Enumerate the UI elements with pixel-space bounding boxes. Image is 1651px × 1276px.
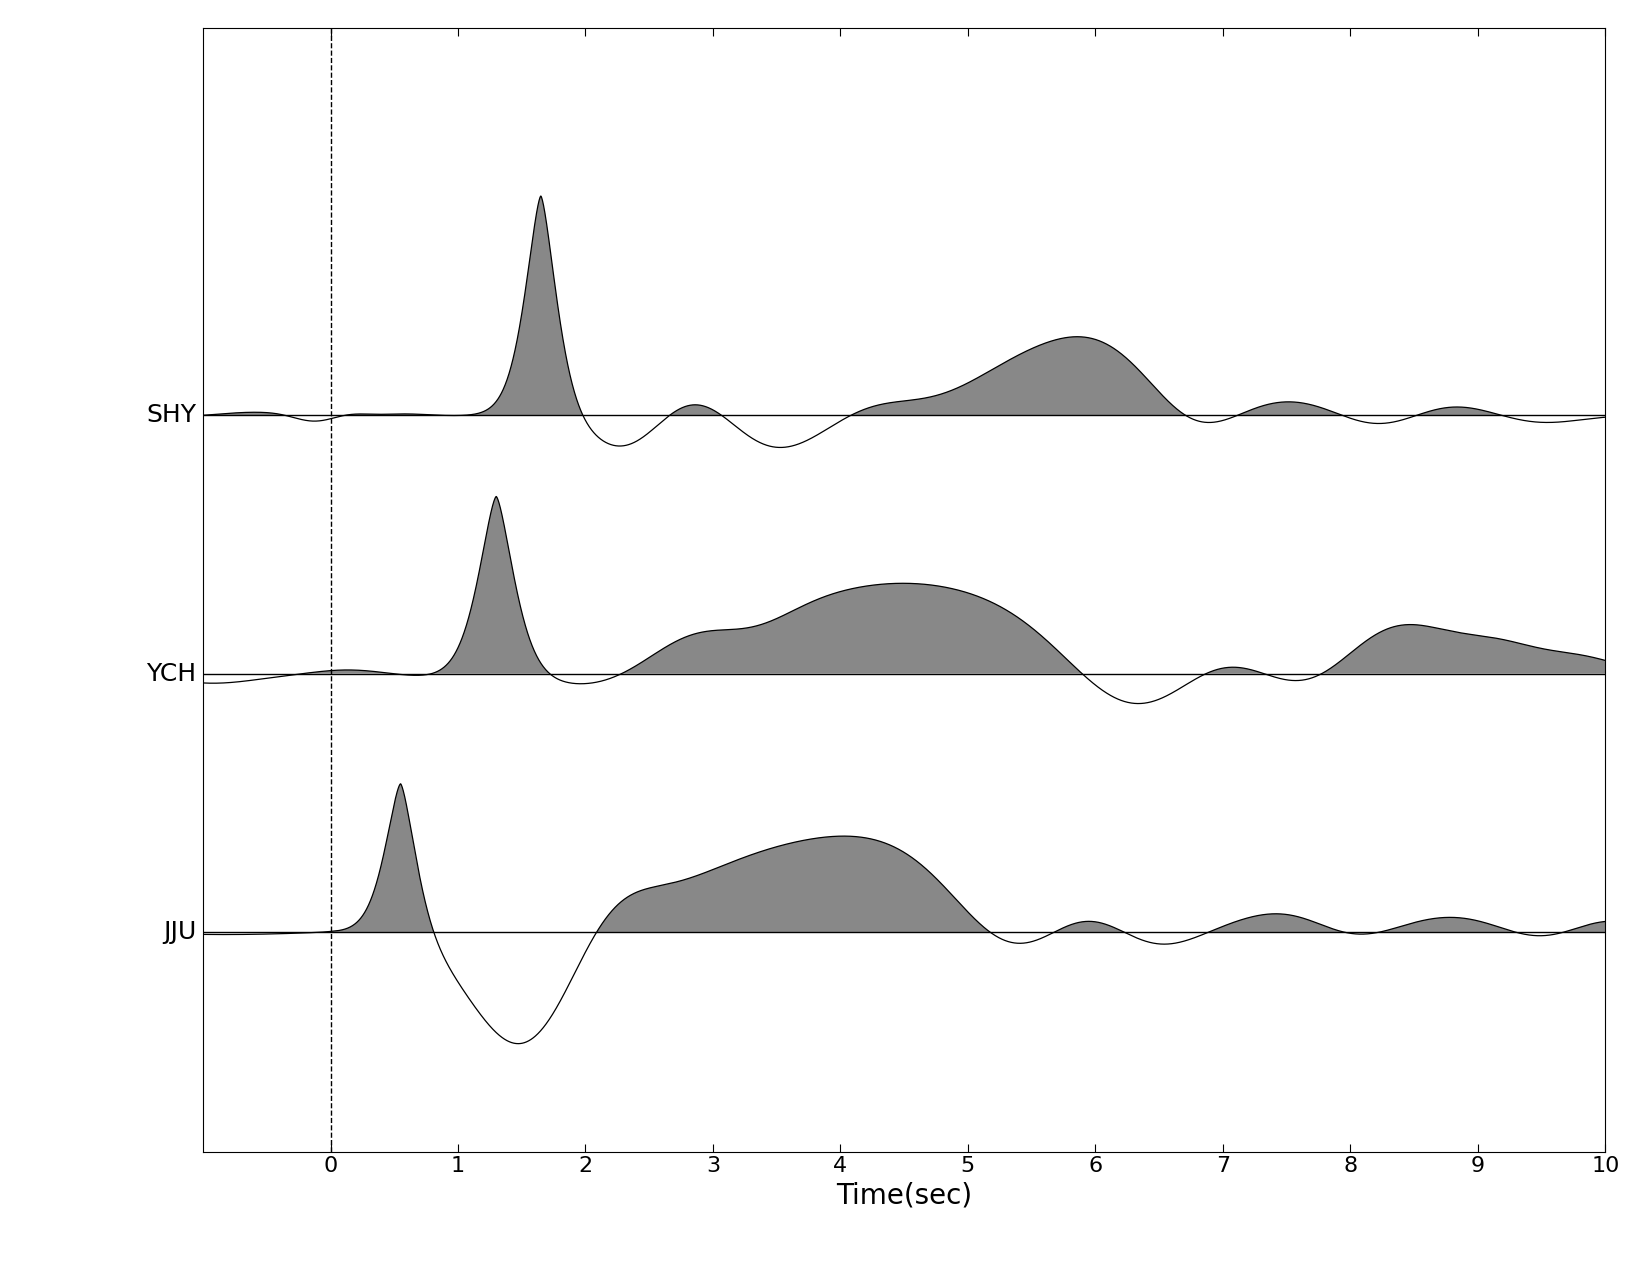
Text: YCH: YCH bbox=[147, 662, 196, 685]
Text: SHY: SHY bbox=[147, 403, 196, 427]
Text: JJU: JJU bbox=[163, 920, 196, 944]
X-axis label: Time(sec): Time(sec) bbox=[835, 1182, 972, 1210]
